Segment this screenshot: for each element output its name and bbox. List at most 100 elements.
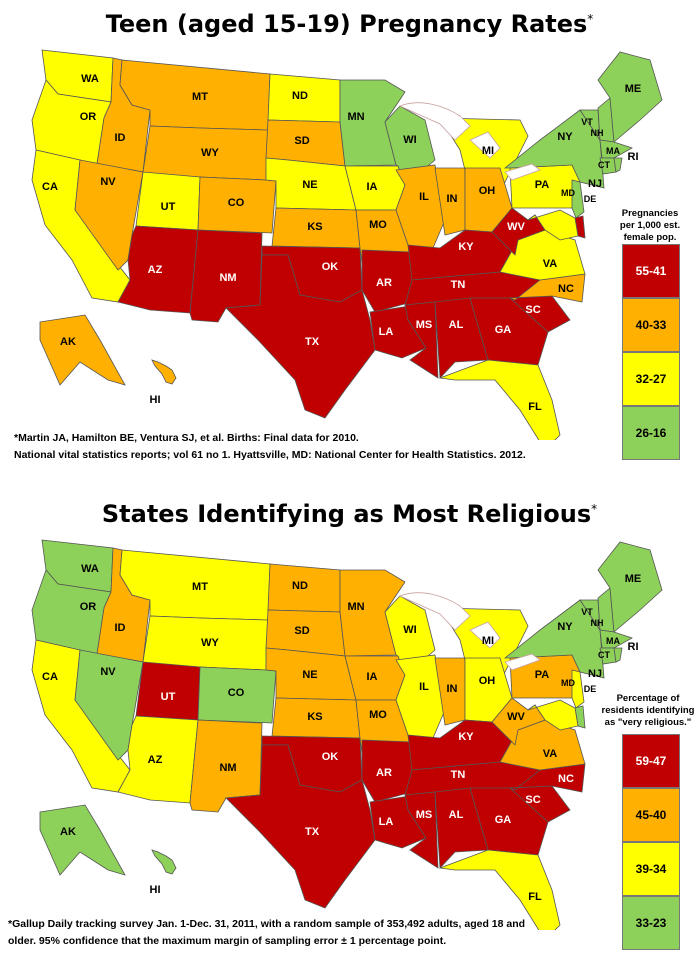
map1-state-me (597, 51, 663, 143)
map2-label-nm: NM (219, 762, 236, 774)
map2-great-lakes (398, 592, 541, 671)
map2-label-wy: WY (201, 637, 219, 649)
map2-label-ar: AR (376, 767, 392, 779)
map1-label-nd: ND (292, 90, 308, 102)
map1-label-mn: MN (347, 111, 364, 123)
map2-label-mi: MI (482, 635, 494, 647)
map2-state-fl (439, 849, 561, 930)
map2-label-in: IN (447, 683, 458, 695)
map2-label-mt: MT (192, 581, 208, 593)
map1-label-ky: KY (458, 241, 474, 253)
map2-label-nc: NC (558, 773, 574, 785)
map1-label-me: ME (625, 83, 642, 95)
map2-state-md (527, 699, 579, 731)
map2-state-me (597, 541, 663, 633)
map1-label-in: IN (447, 193, 458, 205)
map1-label-ak: AK (60, 336, 76, 348)
map1-label-wv: WV (507, 221, 525, 233)
map1-state-fl (439, 359, 561, 440)
map2-label-il: IL (419, 681, 429, 693)
map1-state-ma (599, 139, 633, 159)
map1-label-pa: PA (535, 179, 550, 191)
map2-label-ms: MS (416, 809, 433, 821)
map2-state-al (434, 787, 489, 869)
map1-label-ne: NE (302, 179, 317, 191)
map2-state-nm (189, 719, 263, 813)
map1-legend-item-4: 26-16 (622, 406, 680, 460)
map2-label-fl: FL (528, 891, 542, 903)
map1-label-az: AZ (148, 264, 163, 276)
map2-us-choropleth: WA OR CA ID NV MT WY UT CO AZ NM ND SD NE KS OK TX MN IA MO… (31, 539, 663, 930)
map2-legend-item-3: 39-34 (622, 842, 680, 896)
map1-label-ar: AR (376, 277, 392, 289)
map1-great-lakes (398, 102, 541, 181)
map1-label-ks: KS (307, 221, 322, 233)
map1-label-wy: WY (201, 147, 219, 159)
map1-state-md (527, 209, 579, 241)
map2-label-ut: UT (161, 691, 176, 703)
map2-label-me: ME (625, 573, 642, 585)
map1-footnote: *Martin JA, Hamilton BE, Ventura SJ, et … (14, 432, 526, 461)
map2-label-or: OR (80, 601, 97, 613)
map2-title: States Identifying as Most Religious* (101, 500, 598, 528)
map2-label-nv: NV (100, 666, 116, 678)
map1-label-oh: OH (479, 185, 496, 197)
map1-label-ri: RI (628, 151, 639, 163)
map2-state-ma (599, 629, 633, 649)
map2-label-nd: ND (292, 580, 308, 592)
map2-label-ia: IA (367, 671, 378, 683)
map1-legend-item-3: 32-27 (622, 352, 680, 406)
map2-label-nh: NH (591, 618, 604, 628)
map1-label-sc: SC (525, 304, 540, 316)
map1-state-co (197, 176, 277, 234)
map1-label-sd: SD (294, 135, 309, 147)
map1-label-ma: MA (606, 146, 620, 156)
map2-label-de: DE (584, 684, 597, 694)
map2-label-va: VA (543, 748, 558, 760)
map1-label-mt: MT (192, 91, 208, 103)
map1-state-hi (151, 359, 177, 385)
map1-label-ga: GA (495, 324, 512, 336)
map1-label-ok: OK (322, 261, 339, 273)
map2-label-id: ID (115, 622, 126, 634)
map2-legend-item-4: 33-23 (622, 896, 680, 950)
map2-label-ct: CT (598, 650, 610, 660)
map2-label-ks: KS (307, 711, 322, 723)
map2-label-tn: TN (451, 769, 466, 781)
map1-state-ar (361, 249, 413, 313)
map1-label-ny: NY (557, 131, 573, 143)
map1-label-vt: VT (581, 117, 593, 127)
map1-label-ia: IA (367, 181, 378, 193)
map1-label-tn: TN (451, 279, 466, 291)
map1-legend-item-1: 55-41 (622, 244, 680, 298)
map1-label-ct: CT (598, 160, 610, 170)
map2-label-wa: WA (81, 563, 99, 575)
map2-state-ri (613, 647, 623, 663)
map1-label-ca: CA (42, 181, 58, 193)
map1-state-ri (613, 157, 623, 173)
map2-label-ca: CA (42, 671, 58, 683)
map1-label-fl: FL (528, 401, 542, 413)
map2-label-ak: AK (60, 826, 76, 838)
map2-label-ok: OK (322, 751, 339, 763)
map2-legend-item-2: 45-40 (622, 788, 680, 842)
map2-state-co (197, 666, 277, 724)
map2-label-tx: TX (305, 826, 320, 838)
map2-label-md: MD (561, 678, 575, 688)
map1-label-de: DE (584, 194, 597, 204)
map1-state-tx (225, 254, 376, 419)
map1-label-md: MD (561, 188, 575, 198)
map1-label-al: AL (449, 319, 464, 331)
map2-label-la: LA (379, 816, 394, 828)
map2-label-sc: SC (525, 794, 540, 806)
map1-label-tx: TX (305, 336, 320, 348)
map2-label-sd: SD (294, 625, 309, 637)
map1-label-nm: NM (219, 272, 236, 284)
map1-label-or: OR (80, 111, 97, 123)
map2-label-ri: RI (628, 641, 639, 653)
map2-legend-caption: Percentage of residents identifying as "… (601, 693, 695, 728)
map1-label-ut: UT (161, 201, 176, 213)
map2-label-co: CO (228, 687, 245, 699)
map2-state-ak (39, 804, 126, 876)
map2-legend-item-1: 59-47 (622, 734, 680, 788)
